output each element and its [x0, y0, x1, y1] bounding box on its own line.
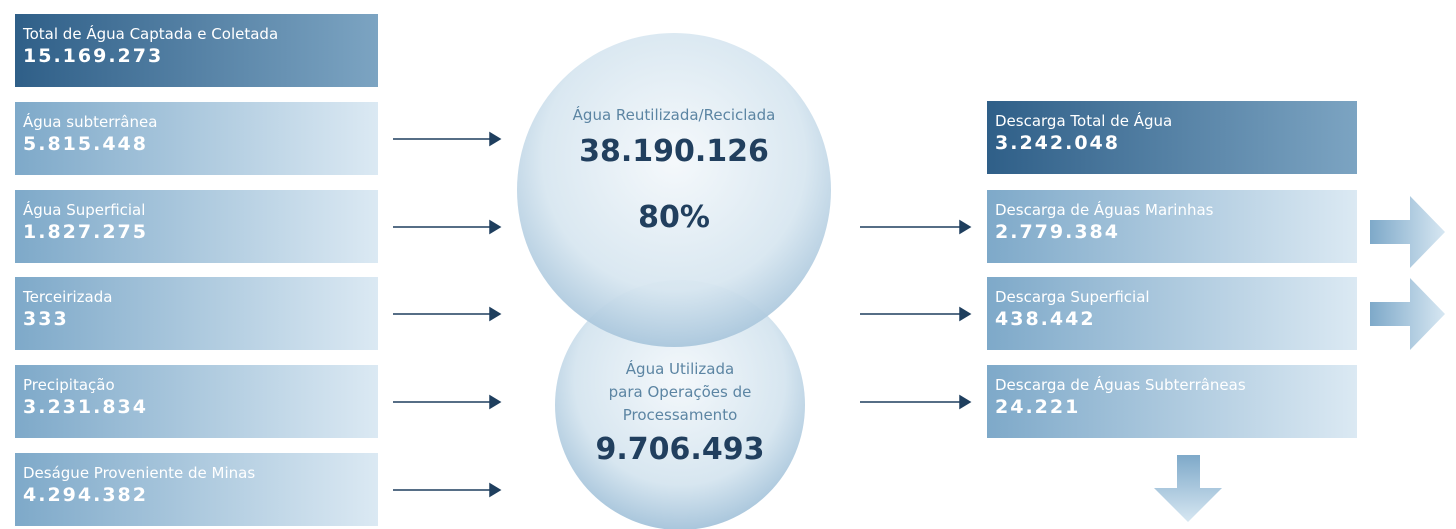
value: 3.231.834 — [23, 396, 148, 418]
flow-box: Descarga de Águas Marinhas 2.779.384 — [987, 190, 1357, 263]
label: Água Reutilizada/Reciclada — [572, 106, 776, 124]
processing-circle — [555, 280, 805, 529]
label: Água subterrânea — [23, 113, 158, 131]
output-total: Descarga Total de Água 3.242.048 — [987, 101, 1357, 174]
value: 333 — [23, 308, 69, 330]
arrows — [393, 131, 972, 498]
value: 9.706.493 — [595, 432, 765, 467]
block-arrow — [1154, 455, 1222, 522]
label: Descarga de Águas Subterrâneas — [995, 376, 1246, 394]
value: 438.442 — [995, 308, 1096, 330]
block-arrow — [1370, 278, 1445, 350]
flow-box: Deságue Proveniente de Minas 4.294.382 — [15, 453, 378, 526]
value: 4.294.382 — [23, 484, 148, 506]
flow-box: Terceirizada 333 — [15, 277, 378, 350]
flow-box: Descarga de Águas Subterrâneas 24.221 — [987, 365, 1357, 438]
value: 2.779.384 — [995, 221, 1120, 243]
block-arrow — [1370, 196, 1445, 268]
value: 1.827.275 — [23, 221, 148, 243]
label: Água Utilizada — [625, 360, 735, 378]
flow-box: Água Superficial 1.827.275 — [15, 190, 378, 263]
flow-box: Água subterrânea 5.815.448 — [15, 102, 378, 175]
label: Descarga Total de Água — [995, 112, 1173, 130]
flow-box: Descarga Superficial 438.442 — [987, 277, 1357, 350]
reuse-text: Água Reutilizada/Reciclada 38.190.126 80… — [524, 104, 824, 237]
value: 3.242.048 — [995, 132, 1120, 154]
label: Água Superficial — [23, 201, 146, 219]
label: Total de Água Captada e Coletada — [23, 25, 279, 43]
reuse-circle — [517, 33, 831, 347]
label: Deságue Proveniente de Minas — [23, 464, 256, 482]
flow-box: Precipitação 3.231.834 — [15, 365, 378, 438]
label: para Operações de — [608, 383, 752, 401]
label: Terceirizada — [23, 288, 113, 306]
label: Precipitação — [23, 376, 115, 394]
value: 24.221 — [995, 396, 1081, 418]
value: 38.190.126 — [579, 134, 769, 169]
percent: 80% — [638, 200, 710, 235]
value: 5.815.448 — [23, 133, 148, 155]
label: Processamento — [622, 406, 738, 424]
label: Descarga de Águas Marinhas — [995, 201, 1214, 219]
input-total: Total de Água Captada e Coletada 15.169.2… — [15, 14, 378, 87]
processing-text: Água Utilizada para Operações de Process… — [530, 358, 830, 469]
label: Descarga Superficial — [995, 288, 1150, 306]
value: 15.169.273 — [23, 45, 164, 67]
